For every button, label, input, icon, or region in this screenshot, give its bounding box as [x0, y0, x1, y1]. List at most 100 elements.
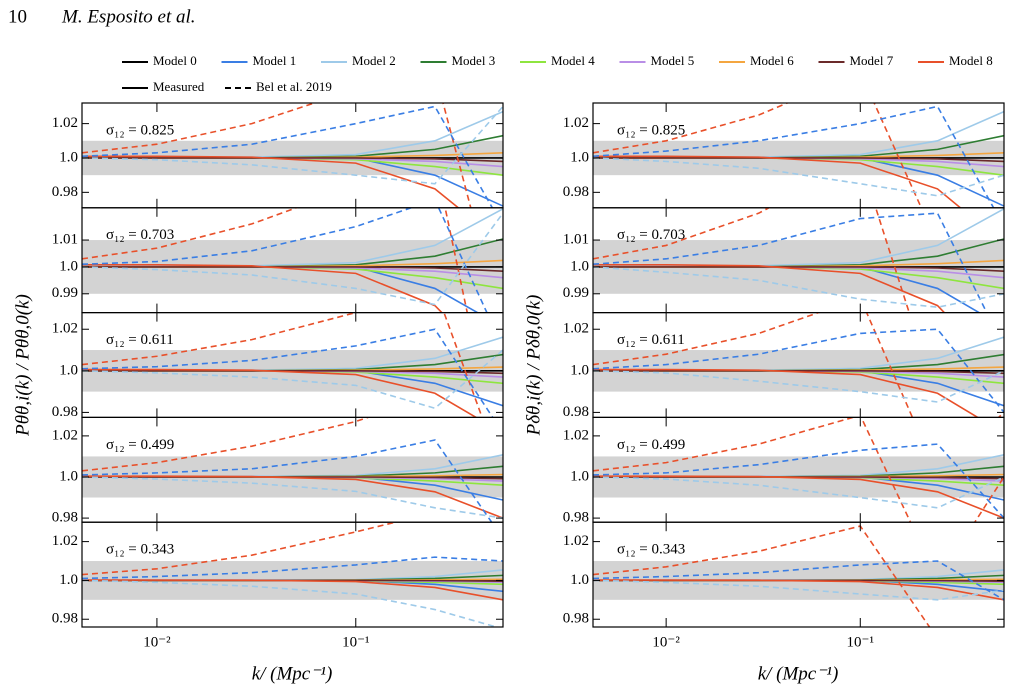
y-tick-label: 1.02	[563, 321, 589, 337]
dashed-line	[593, 157, 1004, 197]
y-tick-label: 0.98	[52, 611, 78, 627]
panel-annotation: σ₁₂ = 0.825	[106, 122, 174, 138]
y-axis-label: Pδθ,i(k) / Pδθ,0(k)	[523, 295, 544, 437]
line	[82, 208, 503, 267]
line	[593, 368, 980, 418]
y-tick-label: 0.98	[563, 184, 589, 200]
series-group	[82, 103, 503, 208]
line	[593, 157, 1004, 163]
line	[82, 110, 503, 158]
dashed-line	[593, 266, 1004, 309]
line	[593, 110, 1004, 158]
legend-label: Measured	[153, 79, 205, 94]
line	[82, 370, 503, 375]
dashed-line	[593, 560, 1004, 601]
legend-label: Model 8	[949, 53, 993, 68]
series-group	[82, 522, 503, 628]
line	[593, 263, 946, 313]
legend-label: Model 6	[750, 53, 794, 68]
y-tick-label: 0.98	[563, 510, 589, 526]
panel-annotation: σ₁₂ = 0.703	[617, 227, 685, 243]
y-tick-label: 1.0	[59, 258, 78, 274]
line	[593, 208, 1004, 267]
panel-annotation: σ₁₂ = 0.499	[617, 437, 685, 453]
x-tick-label: 10⁻¹	[847, 634, 874, 650]
legend-label: Model 5	[651, 53, 695, 68]
y-tick-label: 1.0	[59, 362, 78, 378]
y-tick-label: 1.01	[563, 231, 589, 247]
y-tick-label: 0.99	[52, 285, 78, 301]
y-tick-label: 1.02	[563, 427, 589, 443]
x-tick-label: 10⁻²	[143, 634, 171, 650]
y-tick-label: 1.0	[570, 468, 589, 484]
dashed-line	[82, 312, 483, 418]
dashed-line	[82, 105, 503, 185]
x-axis-label: k/ (Mpc⁻¹)	[758, 663, 839, 684]
y-axis-label: Pθθ,i(k) / Pθθ,0(k)	[12, 294, 33, 437]
panel-annotation: σ₁₂ = 0.703	[106, 227, 174, 243]
y-tick-label: 0.98	[52, 404, 78, 420]
panel-annotation: σ₁₂ = 0.343	[106, 542, 174, 558]
x-axis-label: k/ (Mpc⁻¹)	[252, 663, 333, 684]
dashed-line	[82, 212, 503, 306]
line	[82, 266, 503, 273]
y-tick-label: 1.02	[52, 533, 78, 549]
line	[593, 155, 962, 208]
y-tick-label: 1.0	[570, 149, 589, 165]
y-tick-label: 0.98	[563, 611, 589, 627]
series-group	[82, 312, 503, 418]
line	[82, 155, 460, 208]
dashed-line	[82, 105, 494, 208]
y-tick-label: 1.0	[59, 468, 78, 484]
axes-frame	[81, 521, 504, 628]
dashed-line	[82, 417, 371, 472]
series-group	[593, 103, 1004, 208]
dashed-line	[593, 207, 911, 313]
dashed-line	[593, 417, 1004, 523]
axes-frame	[592, 521, 1005, 628]
dashed-line	[82, 349, 503, 410]
x-tick-label: 10⁻²	[652, 634, 680, 650]
dashed-line	[593, 212, 988, 313]
series-group	[593, 525, 1004, 628]
dashed-line	[593, 476, 1004, 509]
dashed-line	[593, 579, 1004, 601]
line	[593, 579, 1004, 601]
panel-annotation: σ₁₂ = 0.825	[617, 122, 685, 138]
y-tick-label: 0.98	[563, 404, 589, 420]
dashed-line	[593, 312, 1004, 418]
x-tick-label: 10⁻¹	[342, 634, 369, 650]
page-number: 10	[8, 6, 27, 27]
y-tick-label: 0.99	[563, 285, 589, 301]
series-group	[82, 207, 503, 313]
y-tick-label: 1.02	[52, 115, 78, 131]
y-tick-label: 1.02	[563, 115, 589, 131]
y-tick-label: 1.01	[52, 231, 78, 247]
series-group	[593, 312, 1004, 418]
y-tick-label: 1.0	[59, 572, 78, 588]
legend-label: Model 1	[253, 53, 297, 68]
y-tick-label: 1.0	[570, 572, 589, 588]
line	[593, 475, 1004, 519]
panel-annotation: σ₁₂ = 0.499	[106, 437, 174, 453]
dashed-line	[593, 103, 923, 208]
dashed-line	[593, 328, 1004, 413]
dashed-line	[82, 556, 503, 580]
legend-label: Model 0	[153, 53, 197, 68]
running-head: M. Esposito et al.	[61, 6, 196, 27]
legend-label: Model 2	[352, 53, 396, 68]
legend-label: Model 7	[850, 53, 894, 68]
line	[82, 476, 503, 480]
legend-label: Bel et al. 2019	[256, 79, 332, 94]
line	[593, 476, 1004, 480]
series-group	[593, 207, 1004, 313]
panel-annotation: σ₁₂ = 0.343	[617, 542, 685, 558]
y-tick-label: 1.0	[570, 362, 589, 378]
legend-label: Model 3	[452, 53, 496, 68]
dashed-line	[82, 476, 503, 519]
dashed-line	[82, 103, 472, 208]
dashed-line	[82, 439, 493, 523]
series-group	[82, 417, 503, 523]
line	[82, 157, 503, 163]
